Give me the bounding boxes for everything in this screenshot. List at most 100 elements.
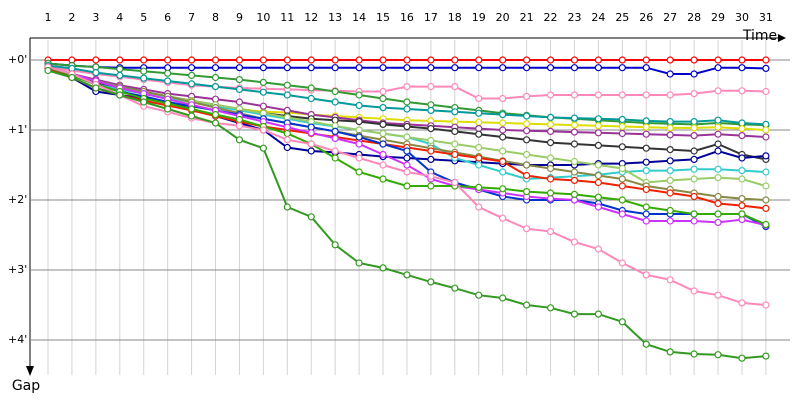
data-point — [690, 217, 698, 225]
data-point — [427, 125, 435, 133]
x-tick-label: 11 — [280, 11, 294, 24]
data-point — [546, 164, 555, 173]
data-point — [92, 56, 100, 64]
data-point — [666, 217, 674, 225]
data-point — [642, 340, 650, 348]
x-tick-label: 2 — [68, 11, 75, 24]
data-point — [379, 56, 387, 64]
data-point — [690, 89, 698, 98]
data-point — [331, 87, 339, 96]
data-point — [522, 161, 531, 169]
data-point — [499, 126, 507, 134]
data-point — [475, 154, 483, 162]
data-point — [451, 108, 459, 116]
data-point — [714, 291, 722, 299]
data-point — [355, 64, 363, 72]
data-point — [283, 136, 291, 144]
data-point — [714, 210, 722, 218]
data-point — [235, 136, 244, 144]
data-point — [211, 119, 220, 127]
data-point — [762, 56, 770, 64]
data-point — [642, 158, 650, 166]
data-point — [666, 146, 674, 154]
data-point — [570, 238, 579, 246]
data-point — [283, 91, 291, 99]
data-point — [451, 178, 459, 187]
data-point — [522, 120, 531, 128]
data-point — [594, 141, 602, 149]
data-point — [570, 190, 579, 198]
data-point — [140, 67, 148, 75]
x-tick-label: 10 — [256, 11, 270, 24]
data-point — [570, 114, 579, 122]
data-point — [570, 310, 579, 318]
data-point — [379, 64, 387, 72]
data-point — [594, 203, 602, 211]
data-point — [642, 203, 650, 211]
data-point — [140, 98, 148, 106]
data-point — [642, 144, 650, 152]
data-point — [618, 210, 626, 218]
data-point — [187, 71, 196, 80]
data-point — [475, 161, 483, 169]
data-point — [570, 121, 579, 129]
data-point — [570, 91, 579, 99]
data-point — [642, 271, 650, 279]
data-point — [546, 139, 555, 147]
data-point — [714, 351, 722, 359]
x-tick-label: 27 — [663, 11, 677, 24]
data-point — [714, 123, 722, 131]
data-point — [379, 140, 387, 148]
data-point — [499, 168, 507, 176]
data-point — [642, 217, 650, 225]
data-point — [427, 147, 435, 155]
data-point — [475, 118, 483, 126]
data-point — [211, 110, 220, 119]
data-point — [355, 168, 363, 176]
data-point — [714, 218, 722, 226]
data-point — [714, 165, 722, 173]
data-point — [762, 182, 770, 190]
x-tick-label: 20 — [496, 11, 510, 24]
data-point — [283, 203, 291, 211]
x-tick-label: 26 — [639, 11, 653, 24]
data-point — [522, 127, 531, 135]
data-point — [235, 56, 244, 64]
data-point — [140, 56, 148, 64]
data-point — [738, 154, 746, 162]
data-point — [546, 127, 555, 135]
data-point — [235, 75, 244, 84]
x-tick-label: 4 — [116, 11, 123, 24]
data-point — [594, 56, 602, 64]
x-tick-label: 30 — [735, 11, 749, 24]
data-point — [522, 64, 531, 72]
data-point — [642, 210, 650, 218]
data-point — [235, 115, 244, 124]
data-point — [331, 127, 339, 135]
data-point — [307, 140, 315, 148]
data-point — [618, 175, 626, 183]
data-point — [379, 161, 387, 169]
data-point — [307, 84, 315, 92]
data-point — [666, 167, 674, 175]
data-point — [666, 131, 674, 139]
data-point — [499, 64, 507, 72]
data-point — [403, 147, 411, 155]
x-tick-label: 5 — [140, 11, 147, 24]
data-point — [546, 64, 555, 72]
data-point — [475, 291, 483, 299]
x-tick-label: 16 — [400, 11, 414, 24]
data-point — [546, 189, 555, 197]
data-point — [259, 144, 267, 152]
data-point — [714, 199, 722, 208]
data-point — [618, 318, 626, 326]
data-point — [594, 310, 602, 318]
y-tick-label: +4' — [8, 333, 27, 346]
data-point — [499, 185, 507, 193]
data-point — [618, 259, 626, 267]
data-point — [164, 69, 172, 77]
data-point — [546, 56, 555, 64]
data-point — [499, 94, 507, 103]
data-point — [499, 133, 507, 141]
